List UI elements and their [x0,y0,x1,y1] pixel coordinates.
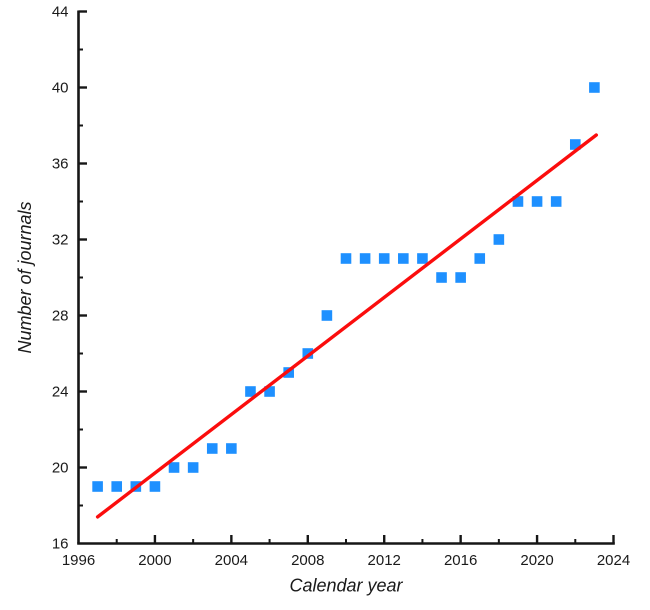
data-point-marker [589,82,600,93]
y-tick-label: 24 [52,384,69,401]
data-point-marker [226,443,237,454]
data-point-marker [92,481,103,492]
x-axis-title: Calendar year [289,576,403,596]
data-point-marker [474,253,486,264]
data-point-marker [321,310,333,321]
y-tick-label: 16 [52,536,69,553]
data-points [92,82,600,492]
data-point-marker [455,272,466,283]
data-point-marker [531,196,543,207]
data-point-marker [378,253,390,264]
y-tick-labels: 16 20 24 28 32 36 40 44 [52,4,69,553]
data-point-marker [149,481,161,492]
x-axis-ticks [115,535,615,544]
x-tick-label: 2024 [597,552,630,569]
y-tick-label: 40 [52,80,69,97]
data-point-marker [340,253,352,264]
x-tick-label: 1996 [62,552,95,569]
y-tick-label: 44 [52,4,69,21]
x-tick-label: 2016 [444,552,477,569]
x-tick-label: 2004 [215,552,248,569]
data-point-marker [569,139,581,150]
data-point-marker [417,253,428,264]
y-axis-title: Number of journals [15,201,35,353]
data-point-marker [398,253,409,264]
data-point-marker [111,481,123,492]
x-tick-label: 2000 [138,552,171,569]
y-tick-label: 28 [52,308,69,325]
data-point-marker [550,196,562,207]
data-point-marker [302,348,314,359]
x-tick-label: 2020 [520,552,553,569]
data-point-marker [436,272,447,283]
y-tick-label: 32 [52,232,69,249]
data-point-marker [168,462,180,473]
y-tick-label: 20 [52,460,69,477]
x-tick-label: 2008 [291,552,324,569]
axes [77,10,615,545]
trend-line [95,133,599,519]
data-point-marker [206,443,218,454]
data-point-marker [359,253,371,264]
data-point-marker [512,196,524,207]
data-point-marker [493,234,505,245]
x-tick-labels: 1996 2000 2004 2008 2012 2016 2020 2024 [62,552,630,569]
data-point-marker [245,386,256,397]
y-tick-label: 36 [52,156,69,173]
x-tick-label: 2012 [368,552,401,569]
data-point-marker [264,386,275,397]
y-axis-ticks [78,10,87,507]
data-point-marker [187,462,199,473]
